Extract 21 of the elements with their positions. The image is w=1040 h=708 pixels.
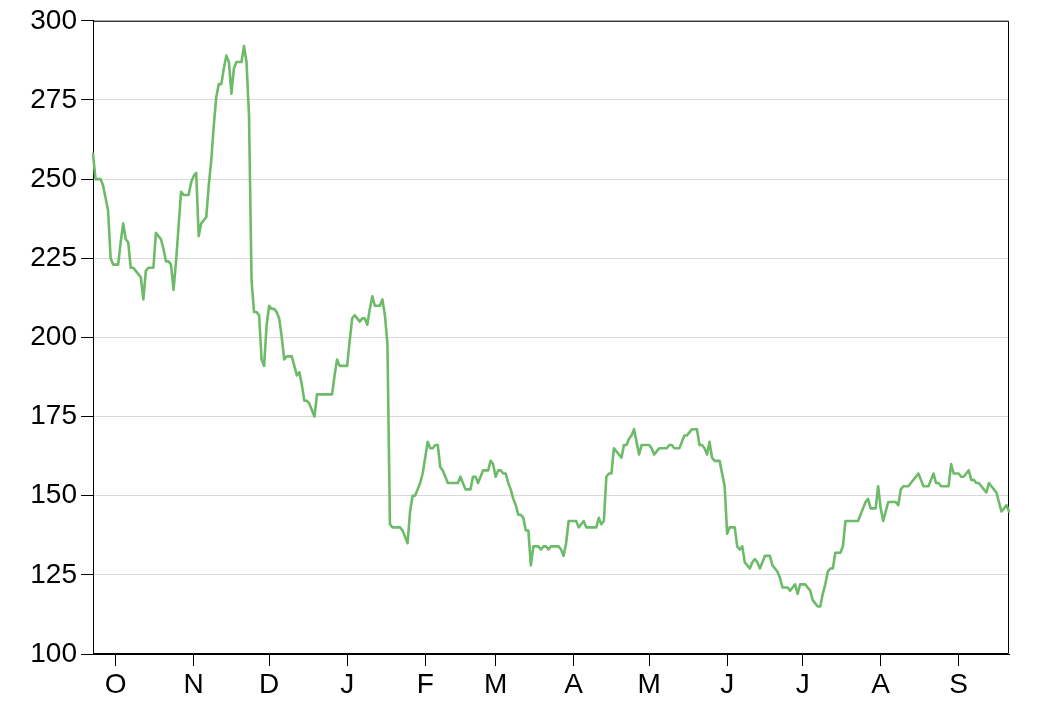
x-tick-label: A bbox=[564, 667, 584, 699]
y-tick-label: 250 bbox=[30, 161, 77, 193]
y-tick-label: 125 bbox=[30, 557, 77, 589]
x-tick-label: A bbox=[871, 667, 891, 699]
x-tick-label: N bbox=[183, 667, 204, 699]
y-tick-label: 150 bbox=[30, 478, 77, 510]
x-tick-label: M bbox=[637, 667, 661, 699]
x-tick-label: O bbox=[104, 667, 127, 699]
y-tick-label: 200 bbox=[30, 320, 77, 352]
x-tick-label: S bbox=[949, 667, 969, 699]
x-tick-label: J bbox=[795, 667, 810, 699]
y-tick-label: 275 bbox=[30, 82, 77, 114]
x-tick-label: D bbox=[259, 667, 280, 699]
x-tick-label: F bbox=[416, 667, 434, 699]
x-tick-label: J bbox=[720, 667, 735, 699]
y-tick-label: 175 bbox=[30, 399, 77, 431]
y-tick-label: 225 bbox=[30, 240, 77, 272]
x-tick-label: J bbox=[340, 667, 355, 699]
y-tick-label: 300 bbox=[30, 3, 77, 35]
y-tick-label: 100 bbox=[30, 636, 77, 668]
x-tick-label: M bbox=[483, 667, 508, 699]
